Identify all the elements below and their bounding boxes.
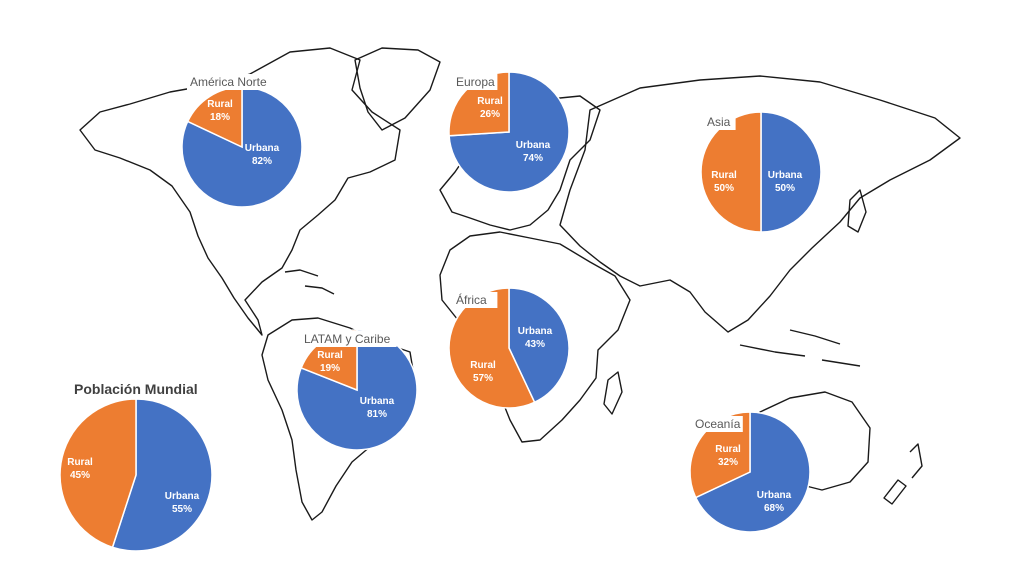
slice-label-rural: Rural 50% — [711, 170, 737, 194]
slice-label-rural: Rural 18% — [207, 99, 233, 123]
slice-label-urbana: Urbana 82% — [245, 143, 280, 167]
pie-slice-urbana — [760, 111, 822, 233]
slice-category: Urbana — [516, 140, 551, 151]
slice-label-rural: Rural 19% — [317, 350, 343, 374]
slice-category: Rural — [477, 96, 503, 107]
region-label-bg — [704, 114, 736, 130]
pie-slice-rural — [700, 111, 762, 233]
slice-label-urbana: Urbana 50% — [768, 170, 803, 194]
slice-category: Urbana — [360, 396, 395, 407]
world-population-title: Población Mundial — [74, 381, 198, 397]
slice-label-urbana: Urbana 43% — [518, 326, 553, 350]
pie-charts-layer: Urbana 82% Rural 18% América Norte Urbana 74% R… — [59, 71, 822, 552]
greenland-outline — [354, 47, 441, 131]
slice-category: Rural — [67, 457, 93, 468]
pie-slice-urbana — [694, 411, 811, 533]
slice-label-rural: Rural 26% — [477, 96, 503, 120]
slice-percent: 19% — [320, 363, 340, 374]
region-label-bg — [187, 74, 277, 90]
pie-slice-rural — [59, 398, 137, 549]
slice-label-rural: Rural 57% — [470, 360, 496, 384]
slice-label-rural: Rural 32% — [715, 444, 741, 468]
slice-category: Urbana — [768, 170, 803, 181]
pie-slice-rural — [689, 411, 751, 499]
pie-oceania: Urbana 68% Rural 32% Oceanía — [689, 411, 811, 533]
pie-latam-caribe: Urbana 81% Rural 19% LATAM y Caribe — [296, 329, 418, 451]
slice-category: Urbana — [518, 326, 553, 337]
pie-asia: Urbana 50% Rural 50% Asia — [700, 111, 822, 233]
slice-label-urbana: Urbana 68% — [757, 490, 792, 514]
caribbean-islands — [284, 269, 335, 295]
pie-america-norte: Urbana 82% Rural 18% América Norte — [181, 74, 303, 208]
pie-poblacion-mundial: Urbana 55% Rural 45% — [59, 398, 213, 552]
region-label-bg — [692, 416, 743, 432]
indonesia-islands — [739, 329, 861, 367]
region-label-bg — [301, 331, 397, 347]
japan-outline — [847, 189, 867, 233]
slice-label-urbana: Urbana 55% — [165, 491, 200, 515]
region-label: Oceanía — [695, 417, 741, 431]
region-label-bg — [453, 74, 498, 90]
new-zealand-outline — [883, 443, 923, 505]
slice-percent: 74% — [523, 153, 543, 164]
pie-slice-urbana — [111, 398, 213, 552]
slice-category: Urbana — [757, 490, 792, 501]
pie-africa: Urbana 43% Rural 57% África — [448, 287, 570, 409]
slice-percent: 81% — [367, 409, 387, 420]
slice-percent: 43% — [525, 339, 545, 350]
slice-percent: 50% — [775, 183, 795, 194]
asia-outline — [559, 75, 961, 333]
region-label: África — [456, 292, 487, 307]
slice-percent: 32% — [718, 457, 738, 468]
region-label: LATAM y Caribe — [304, 332, 391, 346]
slice-category: Urbana — [245, 143, 280, 154]
slice-percent: 45% — [70, 470, 90, 481]
pie-slice-urbana — [181, 86, 303, 208]
madagascar-outline — [603, 371, 623, 415]
slice-label-rural: Rural 45% — [67, 457, 93, 481]
region-label: América Norte — [190, 75, 267, 89]
slice-category: Urbana — [165, 491, 200, 502]
slice-percent: 18% — [210, 112, 230, 123]
north-america-outline — [79, 47, 401, 336]
slice-percent: 82% — [252, 156, 272, 167]
slice-category: Rural — [711, 170, 737, 181]
slice-percent: 26% — [480, 109, 500, 120]
pie-slice-urbana — [508, 287, 570, 404]
slice-label-urbana: Urbana 74% — [516, 140, 551, 164]
slice-category: Rural — [470, 360, 496, 371]
region-label-bg — [453, 292, 498, 308]
slice-category: Rural — [207, 99, 233, 110]
slice-percent: 50% — [714, 183, 734, 194]
slice-percent: 55% — [172, 504, 192, 515]
slice-category: Rural — [715, 444, 741, 455]
slice-percent: 57% — [473, 373, 493, 384]
region-label: Europa — [456, 75, 495, 89]
slice-category: Rural — [317, 350, 343, 361]
slice-percent: 68% — [764, 503, 784, 514]
slice-label-urbana: Urbana 81% — [360, 396, 395, 420]
pie-europa: Urbana 74% Rural 26% Europa — [448, 71, 570, 193]
region-label: Asia — [707, 115, 731, 129]
